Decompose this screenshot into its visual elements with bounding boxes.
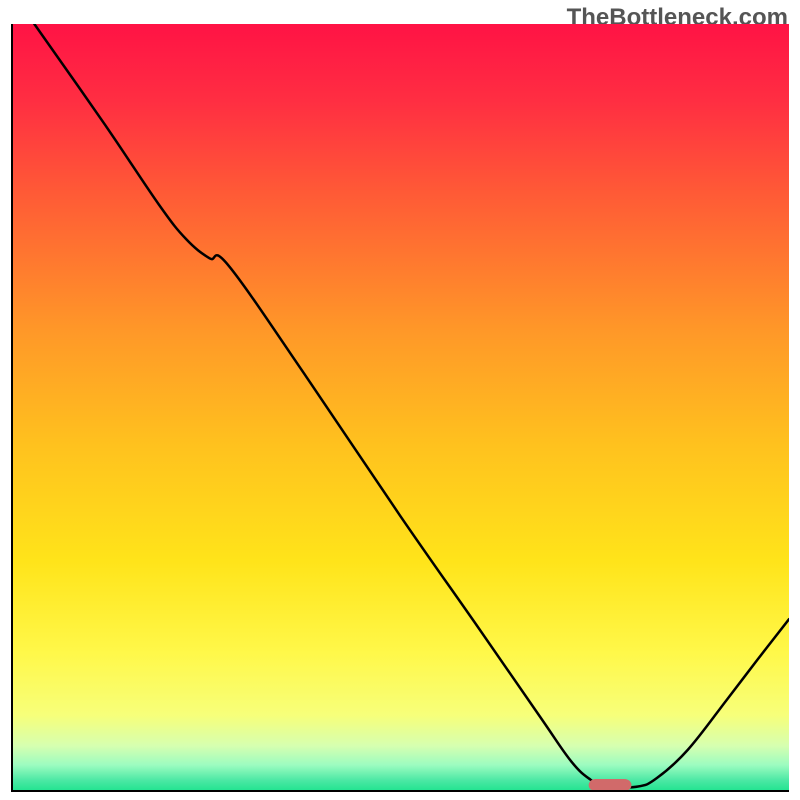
bottleneck-chart: [11, 24, 789, 792]
chart-svg: [11, 24, 789, 792]
